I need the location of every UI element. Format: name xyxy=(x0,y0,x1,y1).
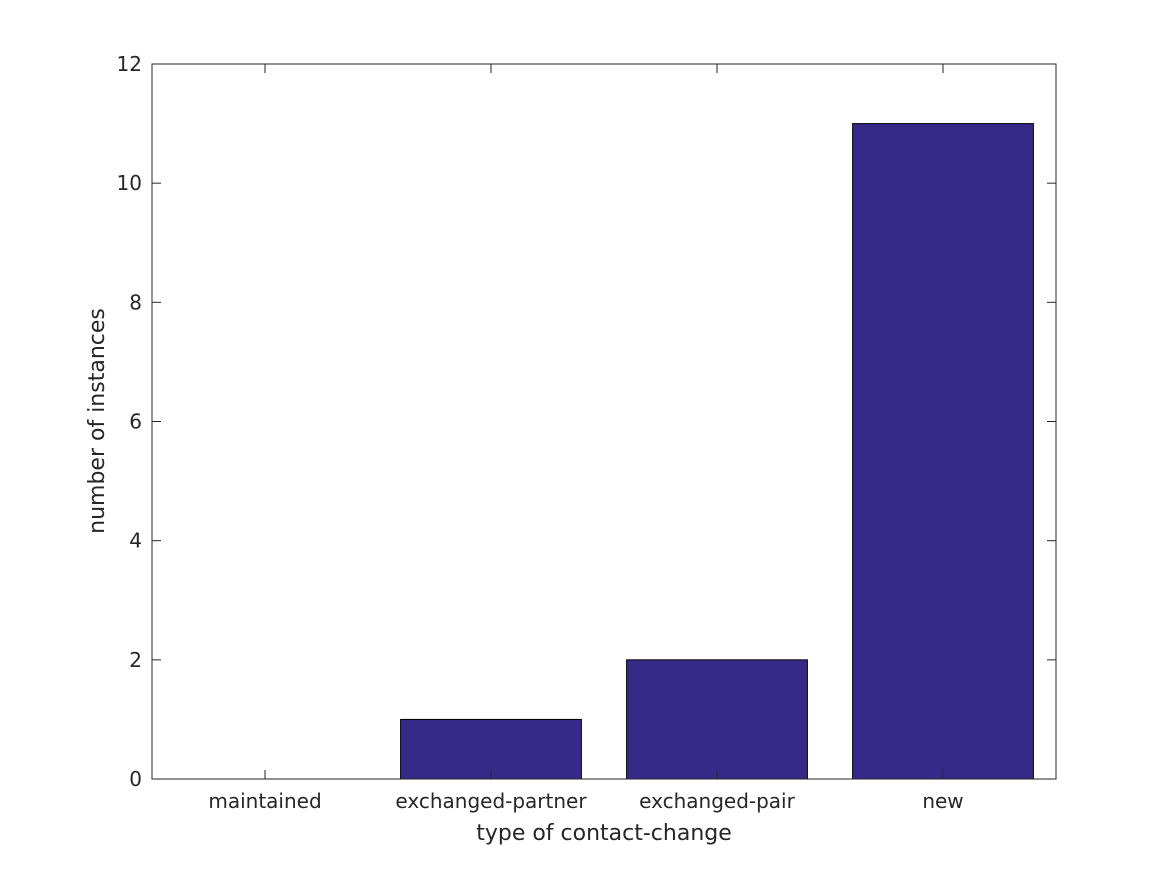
bars-layer xyxy=(400,123,1034,780)
y-tick-label: 0 xyxy=(129,767,142,791)
bar-exchanged-partner xyxy=(400,718,582,780)
y-tick-label: 8 xyxy=(129,290,142,314)
y-tick-label: 4 xyxy=(129,529,142,553)
y-tick-label: 12 xyxy=(117,52,142,76)
y-tick-label: 10 xyxy=(117,171,142,195)
bar-exchanged-pair xyxy=(626,659,808,780)
x-axis-label: type of contact-change xyxy=(476,821,732,846)
y-tick-label: 2 xyxy=(129,648,142,672)
y-axis-label: number of instances xyxy=(85,308,110,534)
x-tick-label: maintained xyxy=(208,789,321,813)
x-tick-label: new xyxy=(922,789,963,813)
y-tick-label: 6 xyxy=(129,410,142,434)
x-tick-label: exchanged-partner xyxy=(395,789,587,813)
ticks-layer: maintained exchanged-partner exchanged-pai… xyxy=(117,52,1056,813)
x-tick-label: exchanged-pair xyxy=(639,789,795,813)
bar-new xyxy=(852,123,1034,780)
